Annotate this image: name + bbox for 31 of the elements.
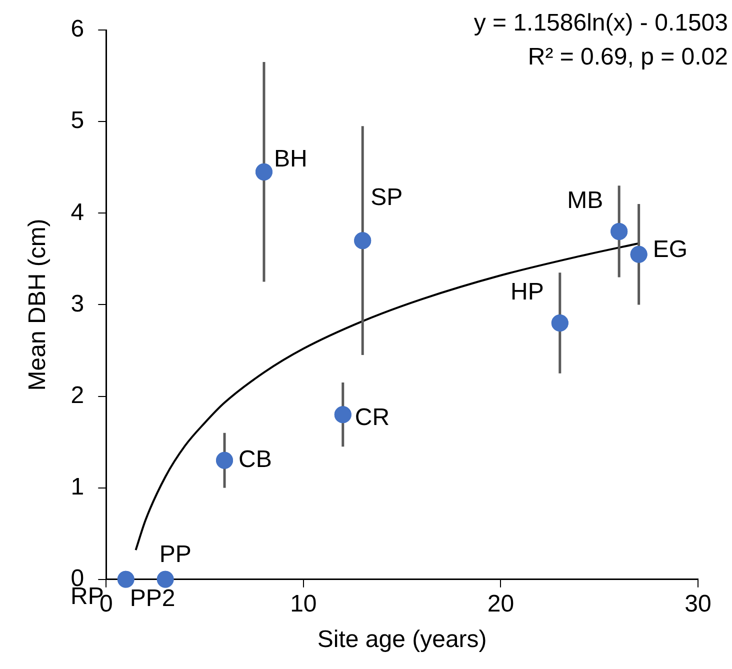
y-tick-label: 4 bbox=[70, 198, 84, 226]
y-tick-label: 1 bbox=[70, 473, 84, 500]
point bbox=[334, 406, 352, 424]
annotation: SP bbox=[370, 184, 403, 212]
point bbox=[117, 570, 134, 588]
y-axis-title: Mean DBH (cm) bbox=[24, 218, 52, 391]
x-tick-label: 10 bbox=[290, 590, 317, 618]
y-tick-label: 6 bbox=[70, 16, 84, 43]
annotation: MB bbox=[567, 187, 604, 214]
x-axis-title: Site age (years) bbox=[317, 626, 487, 654]
y-tick-label: 3 bbox=[70, 290, 84, 318]
annotation: PP2 bbox=[130, 585, 176, 612]
annotation: PP bbox=[159, 541, 192, 568]
annotation: EG bbox=[652, 236, 688, 263]
point bbox=[255, 163, 272, 180]
x-tick-label: 30 bbox=[684, 590, 712, 618]
x-tick-label: 20 bbox=[487, 590, 514, 618]
point bbox=[551, 314, 568, 332]
point bbox=[156, 570, 174, 588]
annotation: CR bbox=[354, 404, 390, 432]
y-tick-label: 5 bbox=[70, 107, 84, 134]
annotation: y = 1.1586ln(x) - 0.1503 bbox=[474, 10, 728, 37]
annotation: CB bbox=[238, 446, 272, 473]
y-tick-label: 2 bbox=[70, 382, 84, 409]
point bbox=[354, 232, 372, 250]
point bbox=[630, 246, 648, 263]
annotation: R² = 0.69, p = 0.02 bbox=[528, 44, 728, 71]
annotation: HP bbox=[510, 278, 544, 306]
annotation: BH bbox=[274, 146, 308, 173]
point bbox=[216, 452, 234, 469]
point bbox=[610, 222, 628, 240]
